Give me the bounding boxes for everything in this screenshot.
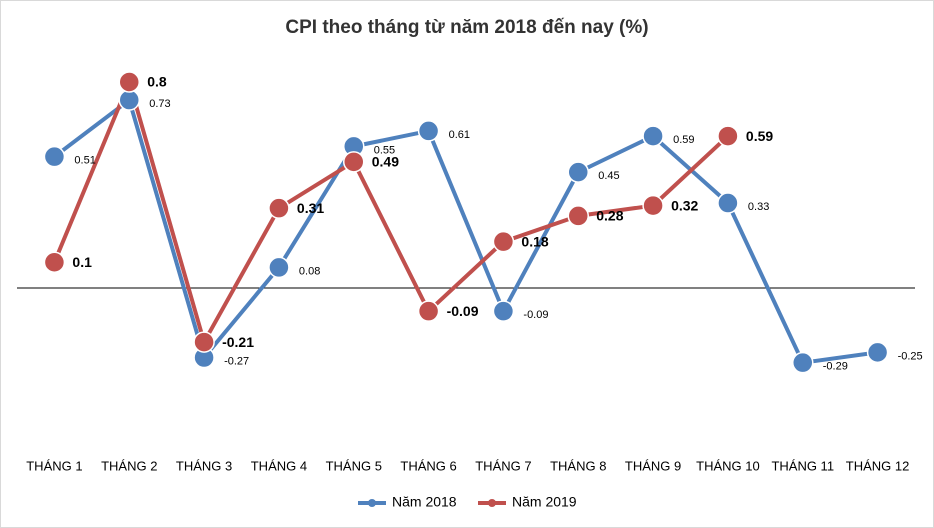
x-tick-label: THÁNG 4	[251, 458, 307, 473]
data-label: -0.09	[523, 309, 548, 321]
point	[118, 89, 140, 111]
data-label: -0.21	[222, 334, 254, 350]
data-label: -0.25	[898, 350, 923, 362]
point	[717, 125, 739, 147]
point	[343, 151, 365, 173]
point	[792, 351, 814, 374]
data-label: 0.31	[297, 200, 324, 216]
data-label: 0.51	[74, 155, 95, 167]
point	[43, 251, 66, 273]
data-label: 0.61	[449, 129, 470, 141]
legend-label: Năm 2019	[512, 494, 577, 510]
x-tick-label: THÁNG 1	[26, 458, 82, 473]
point	[118, 71, 140, 93]
point	[642, 125, 664, 147]
legend-marker	[488, 499, 496, 507]
data-label: 0.73	[149, 98, 170, 110]
data-label: 0.32	[671, 197, 698, 213]
data-label: 0.8	[147, 74, 167, 90]
chart-title: CPI theo tháng từ năm 2018 đến nay (%)	[285, 17, 648, 38]
data-label: 0.59	[673, 134, 694, 146]
point	[417, 300, 440, 322]
point	[492, 300, 515, 322]
data-label: -0.27	[224, 355, 249, 367]
point	[417, 120, 440, 142]
data-label: -0.29	[823, 361, 848, 373]
series-line	[53, 98, 878, 365]
x-tick-label: THÁNG 3	[176, 458, 232, 473]
data-label: 0.59	[746, 128, 773, 144]
point	[268, 256, 290, 279]
legend-marker	[368, 499, 376, 507]
x-tick-label: THÁNG 11	[771, 458, 834, 473]
point	[43, 145, 66, 168]
point	[492, 230, 515, 253]
point	[717, 192, 739, 214]
point	[866, 341, 889, 364]
x-tick-label: THÁNG 2	[101, 458, 157, 473]
point	[567, 161, 589, 183]
x-tick-label: THÁNG 10	[696, 458, 760, 473]
x-tick-label: THÁNG 5	[326, 458, 382, 473]
data-label: 0.1	[72, 254, 92, 270]
series-line	[52, 80, 730, 345]
data-label: 0.28	[596, 208, 623, 224]
point	[268, 197, 290, 219]
legend-label: Năm 2018	[392, 494, 457, 510]
data-label: 0.18	[521, 233, 548, 249]
data-label: 0.08	[299, 265, 320, 277]
point	[642, 194, 664, 217]
x-tick-label: THÁNG 7	[475, 458, 531, 473]
data-label: -0.09	[447, 303, 479, 319]
data-label: 0.55	[374, 144, 395, 156]
x-tick-label: THÁNG 12	[846, 458, 910, 473]
x-tick-label: THÁNG 6	[400, 458, 456, 473]
data-label: 0.49	[372, 154, 399, 170]
point	[193, 331, 215, 353]
point	[567, 205, 589, 227]
data-label: 0.45	[598, 170, 619, 182]
x-tick-label: THÁNG 9	[625, 458, 681, 473]
data-label: 0.33	[748, 201, 769, 213]
x-tick-label: THÁNG 8	[550, 458, 606, 473]
